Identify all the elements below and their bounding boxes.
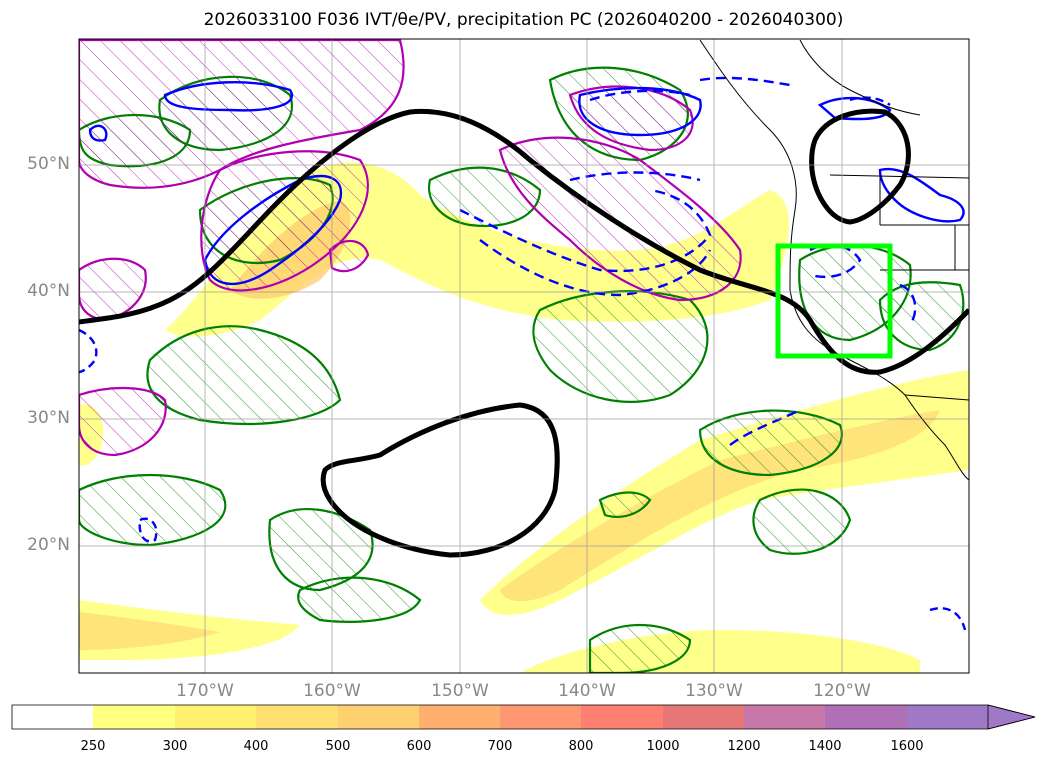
map-title: 2026033100 F036 IVT/θe/PV, precipitation… <box>203 10 844 30</box>
colorbar-label: 700 <box>487 739 513 754</box>
lon-label-170w: 170°W <box>176 681 234 701</box>
lon-label-130w: 130°W <box>685 681 743 701</box>
lat-label-50n: 50°N <box>27 154 70 174</box>
colorbar-label: 600 <box>406 739 432 754</box>
colorbar-label: 1000 <box>646 739 680 754</box>
colorbar-label: 800 <box>568 739 594 754</box>
lon-label-140w: 140°W <box>558 681 616 701</box>
jet-contours <box>79 108 969 558</box>
colorbar-label: 300 <box>162 739 188 754</box>
lat-label-40n: 40°N <box>27 281 70 301</box>
lat-label-30n: 30°N <box>27 408 70 428</box>
negative-contours <box>79 76 967 631</box>
colorbar-label: 1400 <box>808 739 842 754</box>
target-box <box>775 243 893 359</box>
lon-label-120w: 120°W <box>813 681 871 701</box>
colorbar-label: 1600 <box>890 739 924 754</box>
colorbar-label: 400 <box>243 739 269 754</box>
colorbar-label: 500 <box>325 739 351 754</box>
lon-label-150w: 150°W <box>431 681 489 701</box>
map-frame <box>78 38 970 674</box>
colorbar <box>11 704 1036 730</box>
colorbar-label: 250 <box>80 739 106 754</box>
lat-label-20n: 20°N <box>27 535 70 555</box>
lon-label-160w: 160°W <box>303 681 361 701</box>
gridlines <box>79 39 969 673</box>
colorbar-label: 1200 <box>727 739 761 754</box>
coastline <box>699 39 969 481</box>
